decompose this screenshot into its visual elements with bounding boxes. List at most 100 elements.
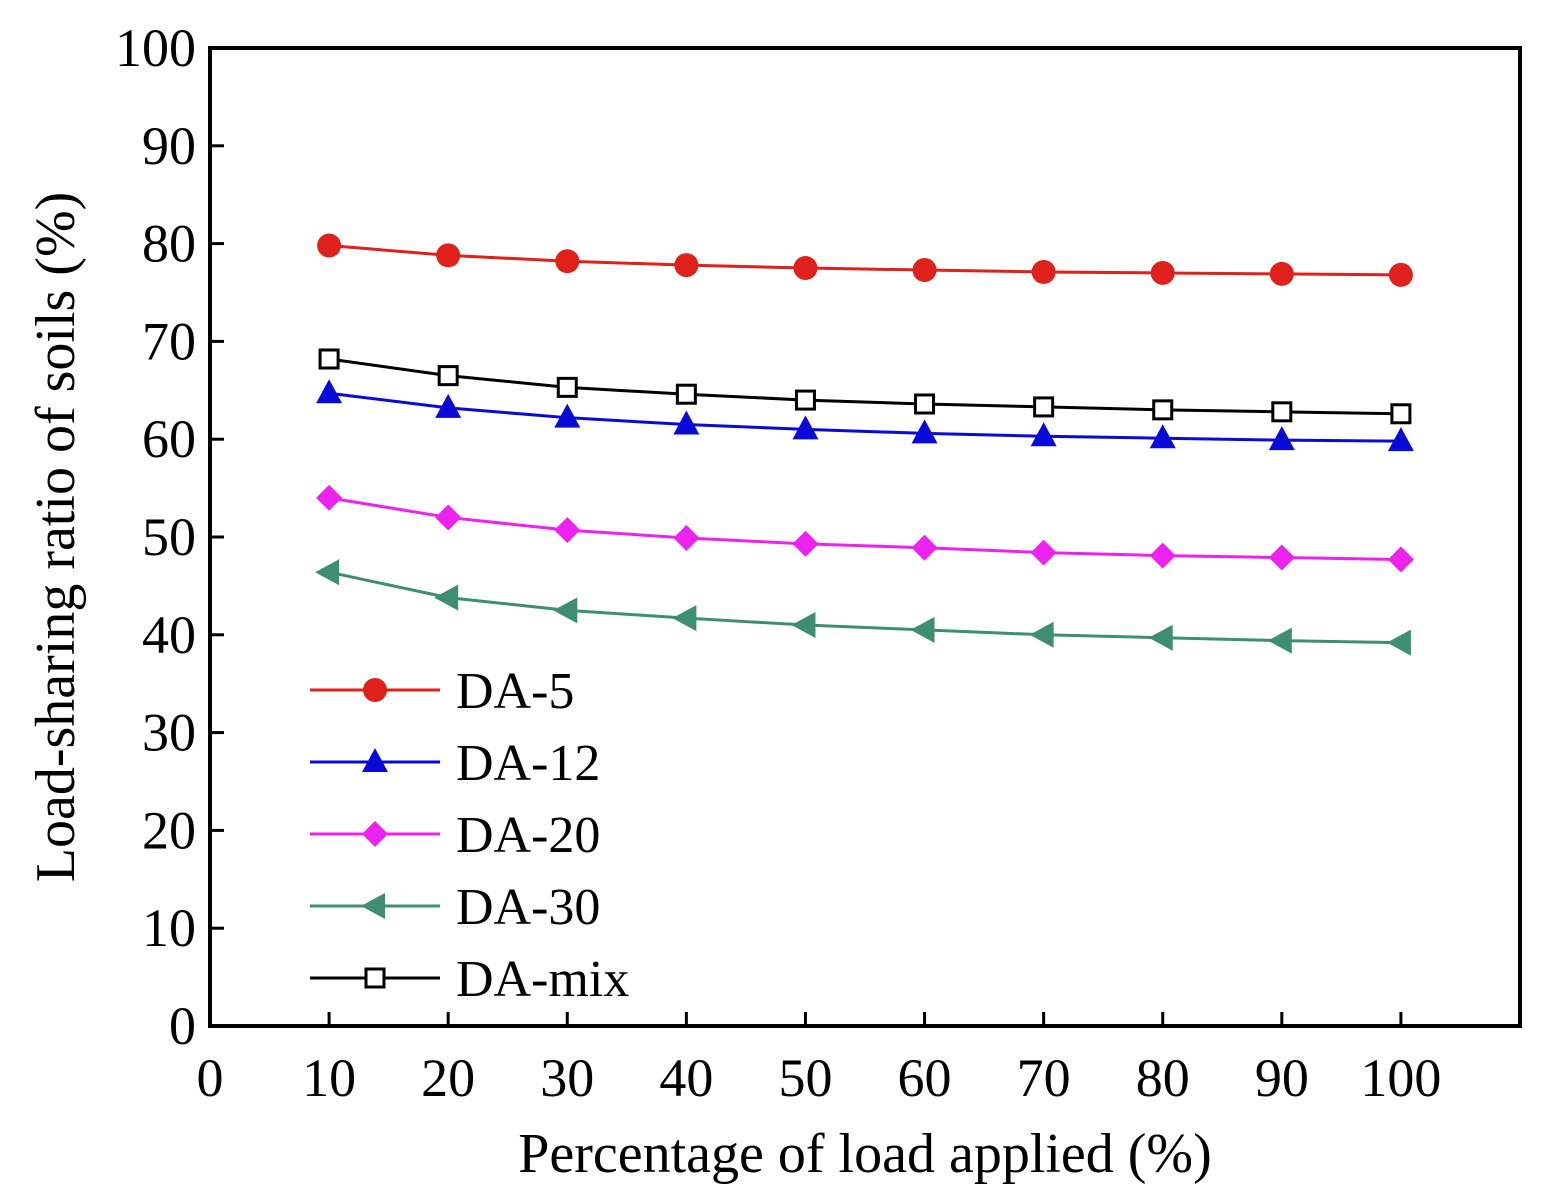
x-tick-label-0: 0: [197, 1048, 224, 1108]
legend-label-da-5: DA-5: [456, 663, 574, 720]
data-point-da-20-100: [1387, 546, 1414, 573]
data-point-da-12-20: [435, 393, 462, 418]
data-point-da-5-50: [793, 256, 818, 281]
y-tick-label-10: 10: [142, 898, 196, 958]
series-line-da-5: [328, 244, 1401, 277]
data-point-da-30-80: [1148, 624, 1173, 651]
data-point-da-12-90: [1268, 426, 1295, 451]
y-tick-label-100: 100: [115, 18, 196, 78]
series-da-30: [315, 559, 1411, 656]
data-point-da-20-90: [1268, 544, 1295, 571]
legend-marker-da-mix: [364, 967, 386, 989]
data-point-da-30-50: [791, 612, 816, 639]
x-tick-label-20: 20: [421, 1048, 475, 1108]
series-da-20: [316, 484, 1414, 573]
y-tick-label-40: 40: [142, 605, 196, 665]
data-point-da-5-20: [436, 243, 461, 268]
data-point-da-mix-20: [437, 365, 459, 387]
legend-label-da-30: DA-30: [456, 879, 600, 936]
legend-item-da-30: DA-30: [310, 879, 600, 936]
series-line-da-30: [328, 570, 1401, 645]
data-point-da-5-10: [317, 233, 342, 258]
data-point-da-20-80: [1149, 542, 1176, 569]
y-tick-label-50: 50: [142, 507, 196, 567]
x-tick-label-100: 100: [1360, 1048, 1441, 1108]
data-point-da-12-10: [316, 379, 343, 404]
data-point-da-5-90: [1269, 261, 1294, 286]
legend-marker-da-30: [361, 893, 385, 919]
data-point-da-mix-60: [914, 393, 936, 415]
ticks-layer: 0 10 20 30 40 50 60 70 80 90 100 0 10 20 30 40 50 60 70 80 9…: [115, 18, 1441, 1108]
data-point-da-5-40: [674, 253, 699, 278]
data-point-da-12-30: [554, 403, 581, 428]
data-point-da-12-40: [673, 410, 700, 435]
data-point-da-20-70: [1030, 539, 1057, 566]
data-point-da-5-100: [1388, 262, 1413, 287]
data-point-da-12-50: [792, 415, 819, 440]
data-point-da-20-20: [435, 504, 462, 531]
plot-frame: [208, 46, 1522, 1028]
data-point-da-mix-30: [556, 376, 578, 398]
legend-item-da-5: DA-5: [310, 663, 574, 720]
x-tick-label-30: 30: [540, 1048, 594, 1108]
data-point-da-30-100: [1386, 629, 1411, 656]
series-da-mix: [318, 348, 1412, 425]
data-point-da-30-20: [434, 584, 459, 611]
series-da-5: [317, 233, 1413, 287]
x-tick-label-70: 70: [1017, 1048, 1071, 1108]
data-point-da-20-30: [554, 517, 581, 544]
series-da-12: [316, 379, 1414, 452]
x-tick-label-80: 80: [1136, 1048, 1190, 1108]
data-point-da-5-60: [912, 258, 937, 283]
data-point-da-12-80: [1149, 424, 1176, 449]
x-tick-label-10: 10: [302, 1048, 356, 1108]
data-point-da-mix-40: [675, 383, 697, 405]
series-line-da-mix: [328, 357, 1401, 416]
data-point-da-30-40: [672, 605, 697, 632]
data-point-da-5-30: [555, 249, 580, 274]
series-layer: [315, 233, 1414, 656]
data-point-da-30-30: [553, 597, 578, 624]
legend-marker-da-5: [363, 678, 387, 702]
data-point-da-mix-70: [1033, 396, 1055, 418]
x-tick-label-60: 60: [898, 1048, 952, 1108]
legend-item-da-mix: DA-mix: [310, 951, 629, 1008]
data-point-da-30-10: [315, 559, 340, 586]
legend-marker-da-12: [362, 748, 388, 772]
y-tick-label-60: 60: [142, 409, 196, 469]
data-point-da-5-70: [1031, 259, 1056, 284]
y-tick-label-80: 80: [142, 214, 196, 274]
data-point-da-30-70: [1029, 621, 1054, 648]
data-point-da-mix-100: [1390, 403, 1412, 425]
data-point-da-mix-90: [1271, 401, 1293, 423]
data-point-da-12-100: [1387, 427, 1414, 452]
data-point-da-mix-10: [318, 348, 340, 370]
data-point-da-mix-80: [1152, 399, 1174, 421]
series-line-da-20: [328, 496, 1401, 561]
data-point-da-12-70: [1030, 422, 1057, 447]
x-axis-title: Percentage of load applied (%): [518, 1123, 1211, 1185]
y-tick-label-30: 30: [142, 703, 196, 763]
series-line-da-12: [328, 391, 1401, 443]
y-tick-label-20: 20: [142, 800, 196, 860]
legend-label-da-20: DA-20: [456, 807, 600, 864]
legend-marker-da-20: [362, 821, 388, 847]
legend-item-da-12: DA-12: [310, 735, 600, 792]
data-point-da-12-60: [911, 419, 938, 444]
x-tick-label-50: 50: [778, 1048, 832, 1108]
data-point-da-30-60: [910, 616, 935, 643]
x-tick-label-40: 40: [659, 1048, 713, 1108]
y-axis-title: Load-sharing ratio of soils (%): [25, 192, 87, 882]
data-point-da-30-90: [1267, 627, 1292, 654]
y-tick-label-70: 70: [142, 311, 196, 371]
x-tick-label-90: 90: [1255, 1048, 1309, 1108]
legend-label-da-mix: DA-mix: [456, 951, 629, 1008]
data-point-da-20-40: [673, 524, 700, 551]
legend-label-da-12: DA-12: [456, 735, 600, 792]
legend-item-da-20: DA-20: [310, 807, 600, 864]
data-point-da-20-10: [316, 484, 343, 511]
legend: DA-5 DA-12 DA-20 DA-30 DA-mix: [310, 663, 629, 1008]
y-tick-label-90: 90: [142, 116, 196, 176]
